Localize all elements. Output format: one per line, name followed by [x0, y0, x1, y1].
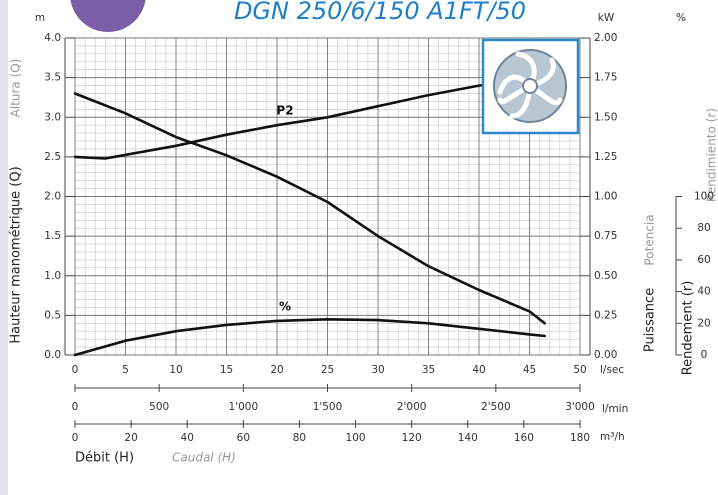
impeller-icon [481, 38, 580, 135]
x-tick-label: 35 [422, 364, 435, 376]
x2-tick-label: 2'500 [481, 401, 511, 413]
y-label-alt: Altura (Q) [9, 59, 23, 118]
x3-tick-label: 20 [124, 432, 137, 444]
x-tick-label: 20 [270, 364, 283, 376]
y3-tick-label: 100 [694, 191, 714, 203]
x-tick-label: 50 [573, 364, 586, 376]
x3-tick-label: 40 [181, 432, 194, 444]
x2-tick-label: 1'500 [313, 401, 343, 413]
y2-tick-label: 1.25 [594, 151, 617, 163]
y2-tick-label: 0.75 [594, 230, 617, 242]
x3-unit: m³/h [600, 431, 625, 443]
y3-tick-label: 40 [697, 286, 710, 298]
y2-label: Puissance [643, 288, 658, 352]
x3-tick-label: 80 [293, 432, 306, 444]
x2-tick-label: 500 [149, 401, 169, 413]
side-strip [0, 0, 8, 495]
x3-tick-label: 60 [237, 432, 250, 444]
x-label-alt: Caudal (H) [172, 451, 236, 465]
x3-tick-label: 100 [346, 432, 366, 444]
x-unit: l/sec [600, 364, 624, 376]
y-tick-label: 3.0 [44, 111, 61, 123]
x2-tick-label: 3'000 [565, 401, 595, 413]
y3-unit: % [676, 12, 686, 24]
chart-title: DGN 250/6/150 A1FT/50 [234, 0, 526, 25]
x3-tick-label: 120 [402, 432, 422, 444]
x2-tick-label: 2'000 [397, 401, 427, 413]
y2-tick-label: 1.50 [594, 111, 617, 123]
x-tick-label: 15 [220, 364, 233, 376]
x-tick-label: 45 [523, 364, 536, 376]
plot: P2% [73, 74, 546, 357]
curve [73, 318, 546, 357]
x3-tick-label: 0 [72, 432, 79, 444]
x3-tick-label: 160 [514, 432, 534, 444]
y2-unit: kW [598, 12, 615, 24]
y2-tick-label: 1.75 [594, 72, 617, 84]
y2-tick-label: 0.50 [594, 270, 617, 282]
curve [73, 92, 546, 325]
badge [70, 0, 146, 32]
y-label: Hauteur manométrique (Q) [9, 166, 24, 343]
curve-label: % [279, 299, 291, 313]
x3-tick-label: 180 [570, 432, 590, 444]
x-tick-label: 5 [122, 364, 129, 376]
y2-tick-label: 0.25 [594, 309, 617, 321]
x-tick-label: 0 [72, 364, 79, 376]
x-tick-label: 40 [472, 364, 485, 376]
y-tick-label: 1.0 [44, 270, 61, 282]
y3-label-alt: Rendimiento (r) [705, 108, 718, 202]
y-tick-label: 0.0 [44, 349, 61, 361]
y-tick-label: 4.0 [44, 32, 61, 44]
y-tick-label: 1.5 [44, 230, 61, 242]
y3-tick-label: 80 [697, 222, 710, 234]
x-label: Débit (H) [75, 451, 134, 466]
y3-tick-label: 20 [697, 317, 710, 329]
y2-label-alt: Potencia [643, 214, 657, 265]
x2-unit: l/min [602, 403, 628, 415]
x-tick-label: 30 [371, 364, 384, 376]
y-tick-label: 3.5 [44, 72, 61, 84]
y3-tick-label: 60 [697, 254, 710, 266]
x2-tick-label: 1'000 [229, 401, 259, 413]
curve-label: P2 [276, 104, 293, 118]
x-tick-label: 25 [321, 364, 334, 376]
y3-tick-label: 0 [701, 349, 708, 361]
y-tick-label: 0.5 [44, 309, 61, 321]
y3-label: Rendement (r) [681, 281, 696, 376]
x2-tick-label: 0 [72, 401, 79, 413]
y2-tick-label: 0.00 [594, 349, 617, 361]
y-tick-label: 2.5 [44, 151, 61, 163]
y2-tick-label: 2.00 [594, 32, 617, 44]
y2-tick-label: 1.00 [594, 191, 617, 203]
y-unit: m [35, 12, 45, 24]
y-tick-label: 2.0 [44, 191, 61, 203]
x3-tick-label: 140 [458, 432, 478, 444]
x-tick-label: 10 [169, 364, 182, 376]
